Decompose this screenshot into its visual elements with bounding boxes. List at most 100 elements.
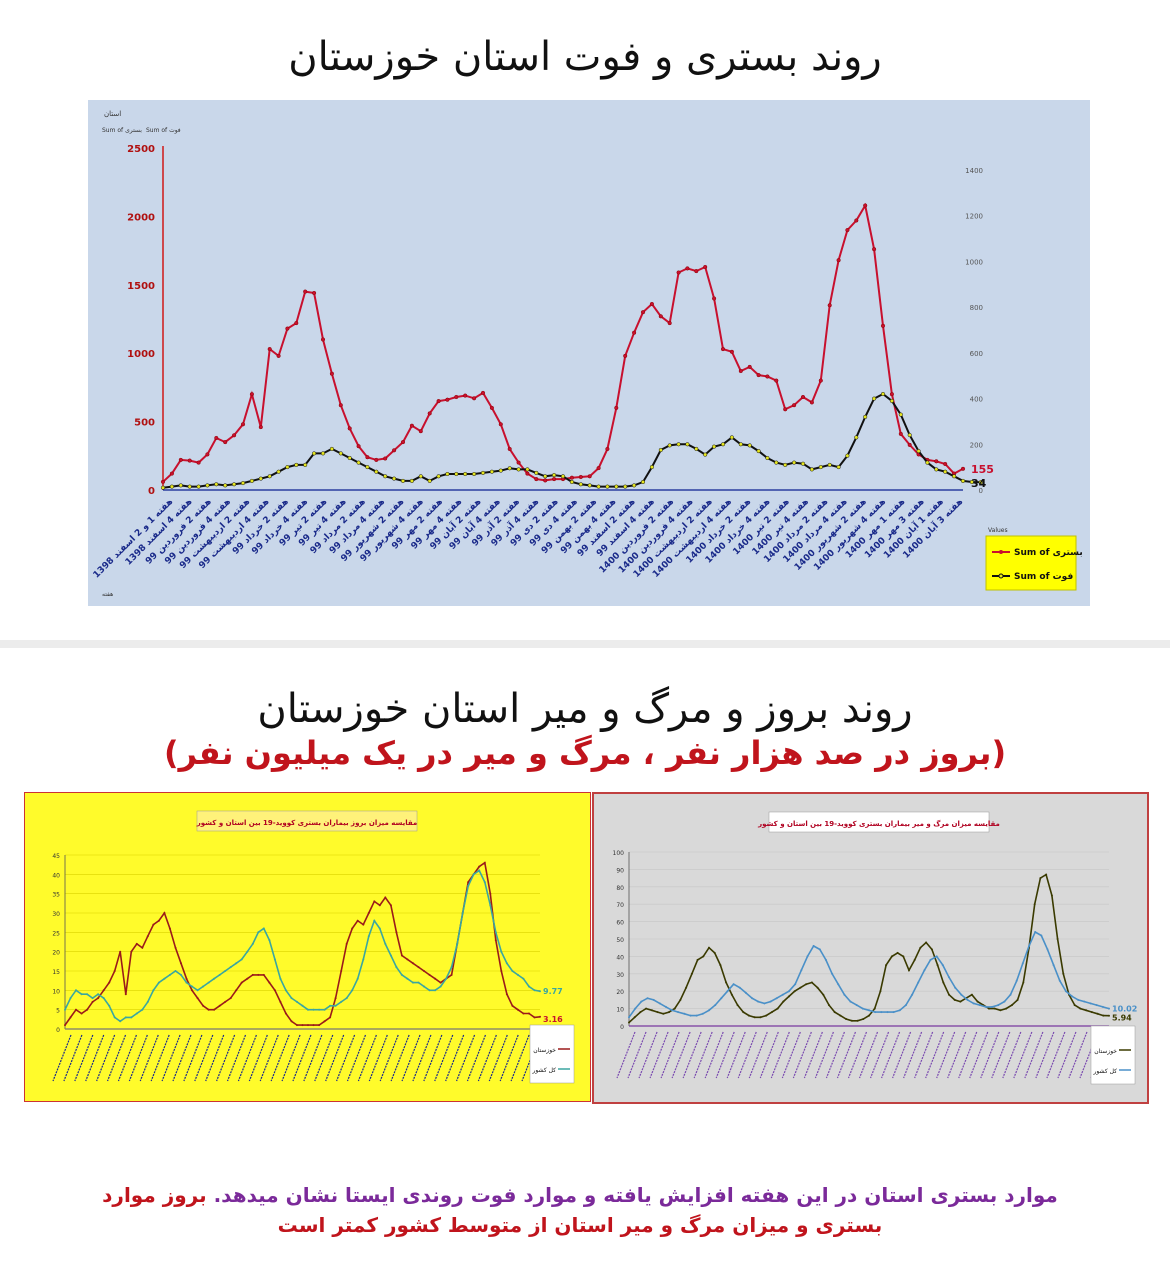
data-point [312,290,317,296]
data-point [1050,894,1053,897]
data-point [434,989,437,992]
data-point [318,1008,321,1011]
data-point [1022,981,1025,984]
data-point [880,323,886,328]
x-tick-mark [357,1034,377,1082]
chart-title-box [768,811,990,833]
x-tick-mark [715,1031,735,1079]
data-point [978,1004,981,1007]
x-tick-mark [401,1034,421,1082]
data-point [378,904,381,907]
data-point [91,1000,94,1003]
y-tick: 20 [616,989,624,996]
data-point [799,986,802,989]
data-point [689,1014,692,1017]
x-tick-mark [466,1034,487,1082]
data-point [500,970,503,972]
data-point [214,482,219,487]
x-tick-mark [194,1034,214,1082]
data-point [489,892,492,895]
data-point [498,468,503,473]
data-point [763,1002,766,1005]
data-point [890,955,893,958]
data-point [351,989,354,992]
data-point [507,466,512,471]
data-point [187,458,192,463]
data-point [759,1016,762,1019]
data-point [639,1011,642,1014]
data-point [941,964,944,967]
data-point [285,465,290,470]
data-point [908,969,910,972]
x-tick-mark [226,1034,247,1082]
data-point [632,483,637,488]
data-point [827,303,832,308]
data-point [1033,903,1036,906]
data-point [694,269,699,274]
data-point [130,950,133,953]
data-point [596,466,601,471]
y-tick: 90 [616,867,624,874]
data-point [240,481,246,486]
data-point [539,1015,541,1018]
legend-label: کل کشور [531,1067,556,1074]
data-point [753,1016,756,1019]
data-point [658,1002,661,1005]
data-point [640,1000,643,1003]
data-point [483,881,486,884]
data-point [472,471,477,477]
data-point [960,478,966,483]
data-point [984,1005,987,1008]
data-point [124,993,127,996]
data-point [257,931,260,934]
data-point [141,946,144,949]
data-point [232,482,237,487]
data-point [634,1007,637,1010]
data-point [907,433,912,438]
data-point [732,983,735,986]
data-point [329,371,334,376]
x-tick-mark [292,1034,312,1082]
data-point [701,1012,704,1015]
data-point [765,1014,768,1017]
data-point [849,1000,852,1003]
data-point [818,948,821,951]
x-tick-mark [936,1031,956,1079]
data-point [507,446,512,452]
data-point [119,1020,122,1023]
x-tick-mark [314,1034,334,1082]
data-point [668,1011,670,1014]
data-point [213,977,216,980]
data-point [218,1004,221,1007]
data-point [246,950,249,953]
data-point [765,455,770,461]
data-point [1085,1009,1088,1012]
data-point [329,1016,332,1019]
left-y-tick: 1500 [127,281,155,292]
data-point [312,451,317,456]
data-point [108,981,111,984]
data-point [318,1024,321,1027]
data-point [685,986,688,989]
data-point [783,462,788,467]
data-point [290,997,293,1000]
legend-box [1090,1025,1136,1085]
data-point [334,997,337,1000]
data-point [409,423,414,428]
data-point [863,203,868,208]
data-point [805,983,808,986]
data-point [395,931,398,934]
data-point [843,993,846,996]
data-point [845,228,850,233]
data-point [205,452,210,457]
data-point [525,467,530,472]
data-point [861,1007,864,1010]
data-point [472,873,475,876]
data-point [828,1004,830,1007]
data-point [907,442,912,447]
data-point [400,973,403,976]
data-point [806,955,809,958]
data-point [461,912,464,914]
data-point [505,962,508,965]
data-point [86,993,89,996]
